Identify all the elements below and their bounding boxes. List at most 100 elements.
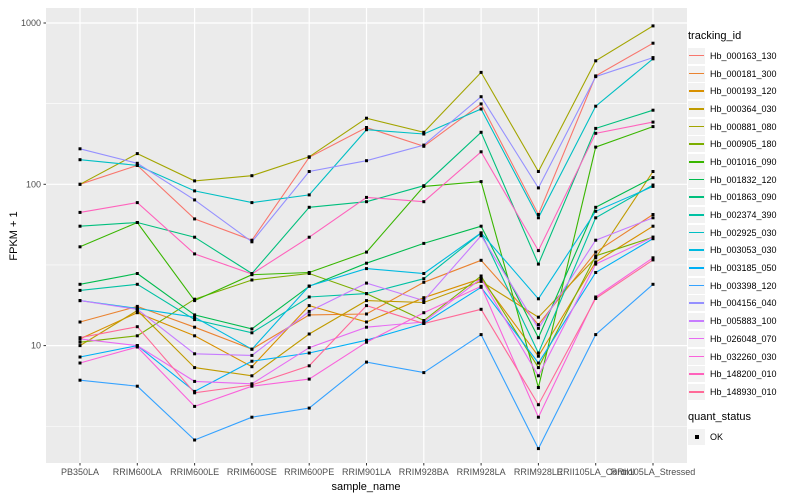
data-point — [479, 258, 483, 262]
legend-item-label: Hb_148200_010 — [710, 369, 777, 380]
legend-item: Hb_000193_120 — [688, 82, 800, 100]
data-point — [536, 351, 540, 355]
data-point — [78, 378, 82, 382]
x-tick-label: PB350LA — [61, 467, 99, 477]
data-point — [307, 364, 311, 368]
legend-item-quant: OK — [688, 428, 800, 446]
data-point — [365, 360, 368, 364]
legend-key-line-icon — [688, 118, 705, 135]
legend-item-label: Hb_001832_120 — [710, 174, 777, 185]
legend-item-label: Hb_148930_010 — [710, 386, 777, 397]
y-tick-label: 100 — [26, 179, 41, 189]
data-point — [594, 297, 598, 300]
legend-item: Hb_003185_050 — [688, 259, 800, 277]
data-point — [422, 322, 426, 325]
legend-item: Hb_003053_030 — [688, 242, 800, 260]
legend-item: Hb_004156_040 — [688, 295, 800, 313]
x-tick-label: RRIM600LA — [113, 467, 162, 477]
data-point — [422, 311, 426, 315]
data-point — [536, 415, 540, 419]
data-point — [365, 267, 368, 271]
data-point — [307, 235, 311, 239]
data-point — [594, 131, 598, 135]
data-point — [307, 193, 311, 197]
data-point — [594, 126, 598, 130]
data-point — [193, 325, 197, 329]
data-point — [651, 216, 655, 220]
x-tick-label: RRII105LA_Stressed — [611, 467, 696, 477]
legend-item-label: Hb_026048_070 — [710, 333, 777, 344]
legend-color-items: Hb_000163_130 Hb_000181_300 Hb_000193_120 H… — [688, 47, 800, 401]
data-point — [365, 292, 368, 296]
data-point — [365, 261, 368, 265]
legend-item-label: Hb_000181_300 — [710, 68, 777, 79]
data-point — [250, 272, 254, 276]
data-point — [536, 186, 540, 190]
data-point — [651, 41, 655, 45]
data-point — [250, 415, 254, 419]
data-point — [250, 359, 254, 363]
legend-key-line-icon — [688, 83, 705, 100]
legend-item-label: Hb_003398_120 — [710, 280, 777, 291]
data-point — [422, 272, 426, 275]
legend-item-label: Hb_000881_080 — [710, 121, 777, 132]
data-point — [365, 281, 368, 285]
data-point — [365, 159, 368, 163]
legend-key-line-icon — [688, 330, 705, 347]
data-point — [479, 150, 483, 154]
x-tick-label: RRIM928LE — [514, 467, 563, 477]
data-point — [250, 201, 254, 205]
legend-item: Hb_005883_100 — [688, 312, 800, 330]
data-point — [307, 284, 311, 288]
data-point — [193, 318, 197, 322]
data-point — [651, 108, 655, 112]
data-point — [365, 128, 368, 132]
data-point — [536, 366, 540, 370]
data-point — [135, 384, 139, 388]
data-point — [479, 130, 483, 134]
data-point — [365, 320, 368, 324]
x-axis-title: sample_name — [331, 481, 401, 493]
data-point — [78, 182, 82, 186]
data-point — [135, 152, 139, 156]
data-point — [536, 297, 540, 301]
legend-key-line-icon — [688, 260, 705, 277]
data-point — [594, 256, 598, 260]
data-point — [479, 307, 483, 311]
data-point — [479, 180, 483, 184]
data-point — [135, 201, 139, 205]
data-point — [193, 352, 197, 356]
data-point — [365, 200, 368, 204]
data-point — [536, 386, 540, 389]
legend: tracking_id Hb_000163_130 Hb_000181_300 Hb… — [688, 30, 800, 445]
legend-key-line-icon — [688, 383, 705, 400]
data-point — [536, 374, 540, 378]
data-point — [651, 224, 655, 228]
data-point — [651, 120, 655, 124]
data-point — [651, 213, 655, 216]
data-point — [594, 250, 598, 254]
data-point — [594, 238, 598, 242]
data-point — [651, 125, 655, 129]
legend-key-line-icon — [688, 171, 705, 188]
data-point — [250, 365, 254, 369]
data-point — [135, 221, 139, 224]
data-point — [422, 371, 426, 375]
data-point — [594, 209, 598, 213]
data-point — [250, 240, 254, 244]
data-point — [135, 325, 139, 329]
data-point — [422, 200, 426, 204]
y-tick-label: 10 — [31, 341, 41, 351]
x-tick-label: RRIM600SE — [227, 467, 277, 477]
data-point — [78, 336, 82, 340]
data-point — [479, 107, 483, 111]
legend-key-line-icon — [688, 100, 705, 117]
legend-item-label: Hb_003185_050 — [710, 263, 777, 274]
data-point — [536, 403, 540, 407]
data-point — [422, 184, 426, 188]
data-point — [594, 216, 598, 220]
data-point — [479, 224, 483, 228]
data-point — [78, 210, 82, 214]
data-point — [193, 404, 197, 408]
legend-item-label: Hb_000905_180 — [710, 139, 777, 150]
